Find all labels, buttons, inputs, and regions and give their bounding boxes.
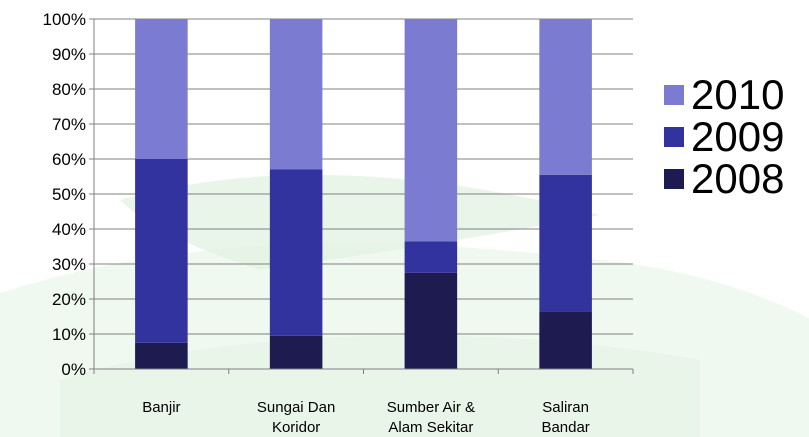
bar-segment-2008	[269, 335, 323, 369]
y-axis-tick-labels: 0% 10% 20% 30% 40% 50% 60% 70% 80% 90% 100%	[43, 10, 86, 379]
x-category-label: Banjir	[142, 399, 180, 416]
y-tick-label: 80%	[52, 80, 86, 99]
x-category-label: Saliran	[542, 399, 589, 416]
background-watermark	[0, 174, 809, 437]
bars	[135, 19, 592, 369]
bar-segment-2009	[404, 241, 458, 273]
y-tick-label: 40%	[52, 220, 86, 239]
x-axis-category-labels: Banjir Sungai Dan Koridor Sumber Air & Alam …	[142, 399, 590, 436]
y-tick-label: 50%	[52, 185, 86, 204]
y-tick-label: 30%	[52, 255, 86, 274]
legend-label-2008: 2008	[691, 155, 784, 202]
x-category-label: Alam Sekitar	[388, 419, 473, 436]
bar-segment-2009	[135, 159, 188, 343]
x-category-label: Koridor	[272, 419, 320, 436]
bar-segment-2008	[539, 311, 592, 369]
axes	[89, 18, 634, 374]
y-tick-label: 90%	[52, 45, 86, 64]
x-category-label: Bandar	[541, 419, 589, 436]
bar-segment-2010	[404, 19, 458, 242]
bar-segment-2010	[269, 19, 323, 170]
y-tick-label: 60%	[52, 150, 86, 169]
y-tick-label: 70%	[52, 115, 86, 134]
bar-segment-2008	[135, 342, 188, 369]
bar-segment-2009	[269, 169, 323, 336]
legend-label-2009: 2009	[691, 113, 784, 160]
y-tick-label: 10%	[52, 325, 86, 344]
y-tick-label: 100%	[43, 10, 86, 29]
y-tick-label: 20%	[52, 290, 86, 309]
legend-swatch-2009	[664, 127, 684, 147]
bar-segment-2010	[135, 19, 188, 159]
x-category-label: Sumber Air &	[387, 399, 475, 416]
x-category-label: Sungai Dan	[257, 399, 335, 416]
bar-segment-2008	[404, 272, 458, 369]
y-tick-label: 0%	[61, 360, 86, 379]
legend-swatch-2010	[664, 85, 684, 105]
bar-segment-2010	[539, 19, 592, 175]
legend-label-2010: 2010	[691, 71, 784, 118]
bar-segment-2009	[539, 174, 592, 312]
legend-swatch-2008	[664, 169, 684, 189]
